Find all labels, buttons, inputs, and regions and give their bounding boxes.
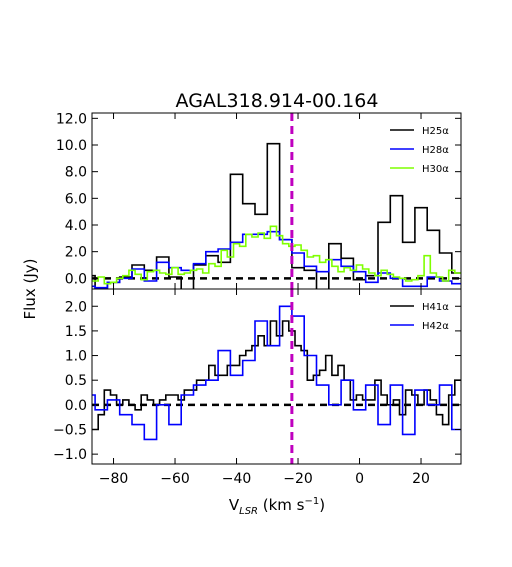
y-tick-label: 0.0: [65, 271, 87, 287]
series-line-1: [92, 320, 461, 431]
series-line-2: [92, 305, 461, 441]
y-tick-label: 1.5: [65, 324, 87, 340]
x-axis-label-subscript: LSR: [239, 506, 258, 517]
legend-entry: H41α: [422, 302, 449, 313]
legend-entry: H28α: [422, 145, 449, 156]
legend: H41α H42α: [390, 302, 449, 332]
x-tick-label: −20: [283, 471, 313, 487]
legend-entry: H25α: [422, 126, 449, 137]
series-line-3: [92, 225, 461, 285]
y-tick-label: 2.0: [65, 299, 87, 315]
x-tick-label: 0: [355, 471, 364, 487]
panel-frame: [91, 288, 462, 465]
x-axis-label-exponent: −1: [305, 496, 320, 507]
y-tick-label: −0.5: [53, 422, 87, 438]
y-tick-label: 10.0: [56, 138, 87, 154]
bottom-panel: 2.0 1.5 1.0 0.5 0.0 −0.5 −1.0 H41α H42α −80 −60 −40…: [53, 288, 462, 487]
y-tick-label: 4.0: [65, 218, 87, 234]
y-tick-label: 2.0: [65, 245, 87, 261]
legend: H25α H28α H30α: [390, 126, 449, 175]
plot-area-1: [92, 113, 461, 289]
y-axis-label: Flux (Jy): [21, 259, 39, 320]
y-tick-label: 12.0: [56, 111, 87, 127]
y-tick-label: 0.5: [65, 373, 87, 389]
y-tick-label: 0.0: [65, 398, 87, 414]
top-panel: 12.0 10.0 8.0 6.0 4.0 2.0 0.0 H25α H28α H30α: [56, 111, 462, 290]
x-tick-label: −80: [99, 471, 129, 487]
y-tick-label: 1.0: [65, 349, 87, 365]
y-tick-label: 8.0: [65, 165, 87, 181]
x-tick-label: −40: [222, 471, 252, 487]
legend-entry: H30α: [422, 164, 449, 175]
x-tick-label: 20: [412, 471, 430, 487]
y-tick-label: −1.0: [53, 447, 87, 463]
x-tick-label: −60: [160, 471, 190, 487]
panel-frame: [91, 112, 462, 290]
series-line-1: [92, 142, 461, 289]
x-axis-label: VLSR (km s−1): [229, 496, 325, 517]
y-tick-label: 6.0: [65, 191, 87, 207]
chart-title: AGAL318.914-00.164: [176, 90, 379, 112]
legend-entry: H42α: [422, 321, 449, 332]
plot-area-2: [92, 289, 461, 464]
